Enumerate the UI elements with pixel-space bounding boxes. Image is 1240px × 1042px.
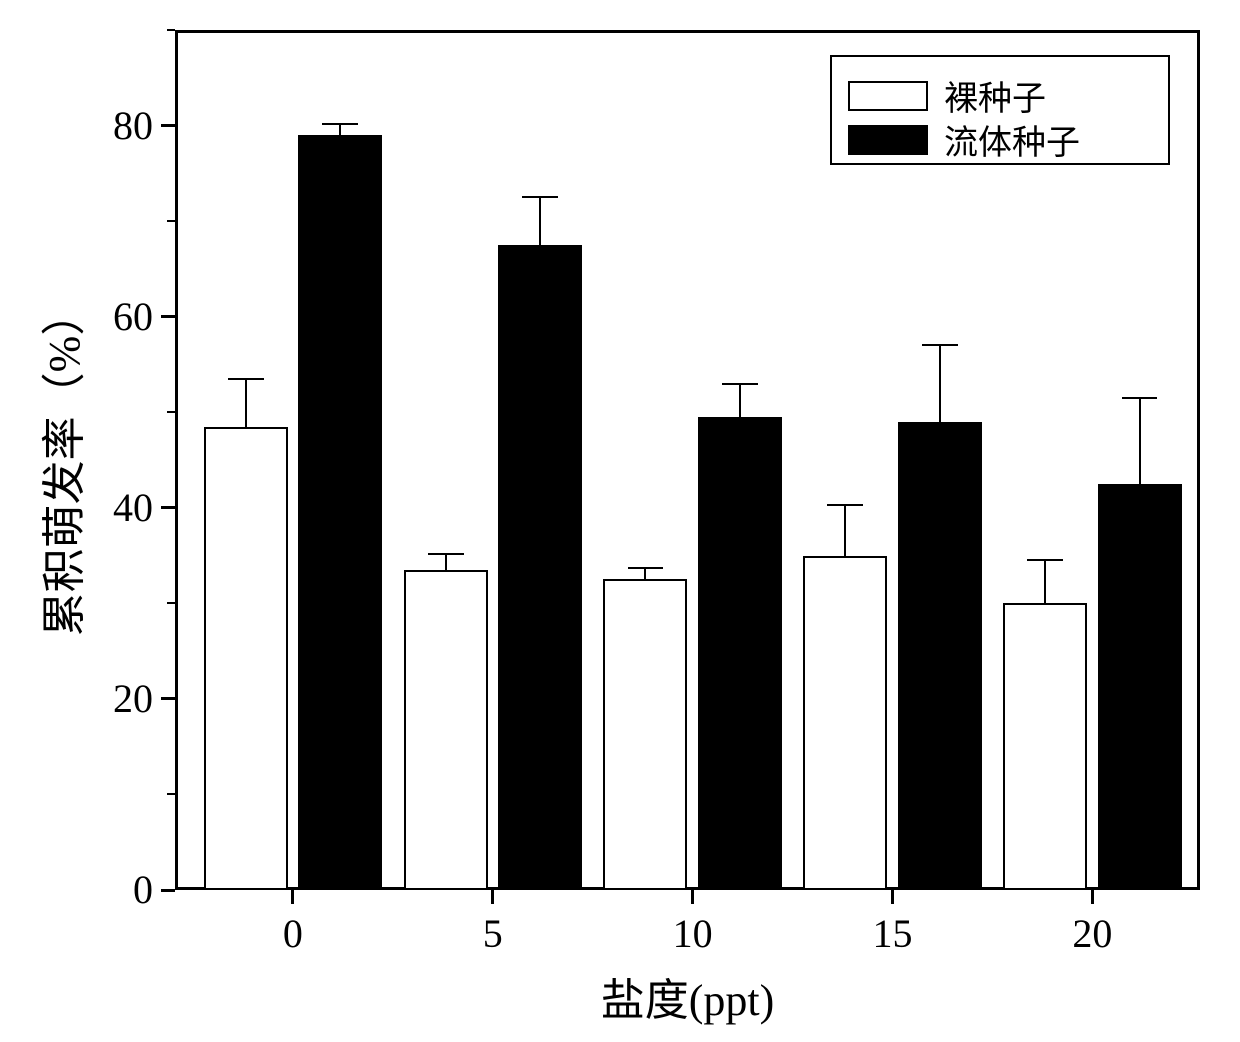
y-tick-label: 60 — [113, 293, 153, 340]
chart-container: 0 20 40 60 80 0 5 10 15 20 累积萌发率（%） 盐度(ppt) 裸种子 流… — [0, 0, 1240, 1042]
y-tick-label: 80 — [113, 102, 153, 149]
error-cap — [428, 553, 464, 555]
error-bar — [539, 197, 541, 245]
x-tick-label: 15 — [853, 910, 933, 957]
y-minor-tick — [167, 29, 175, 31]
bar — [298, 135, 382, 890]
y-tick-label: 0 — [133, 866, 153, 913]
error-bar — [644, 568, 646, 579]
x-tick — [491, 890, 494, 904]
y-tick — [161, 315, 175, 318]
x-tick-label: 10 — [653, 910, 733, 957]
error-bar — [739, 384, 741, 417]
y-tick — [161, 124, 175, 127]
y-tick — [161, 697, 175, 700]
error-bar — [245, 379, 247, 427]
error-cap — [1027, 559, 1063, 561]
bar — [1003, 603, 1087, 890]
y-tick — [161, 506, 175, 509]
legend: 裸种子 流体种子 — [830, 55, 1170, 165]
legend-label-0: 裸种子 — [944, 71, 1046, 120]
y-minor-tick — [167, 602, 175, 604]
legend-swatch-0 — [848, 81, 928, 111]
bar — [803, 556, 887, 890]
bar — [204, 427, 288, 890]
error-cap — [1122, 397, 1158, 399]
y-minor-tick — [167, 220, 175, 222]
x-tick-label: 20 — [1052, 910, 1132, 957]
error-cap — [922, 344, 958, 346]
bar — [404, 570, 488, 890]
legend-swatch-1 — [848, 125, 928, 155]
error-cap — [722, 383, 758, 385]
legend-item-1: 流体种子 — [848, 115, 1080, 164]
x-tick — [691, 890, 694, 904]
error-bar — [1139, 398, 1141, 484]
x-tick — [891, 890, 894, 904]
error-bar — [844, 505, 846, 556]
error-bar — [339, 124, 341, 135]
x-tick — [291, 890, 294, 904]
bar — [898, 422, 982, 890]
error-cap — [827, 504, 863, 506]
x-tick-label: 5 — [453, 910, 533, 957]
bar — [698, 417, 782, 890]
y-minor-tick — [167, 793, 175, 795]
y-tick — [161, 889, 175, 892]
legend-item-0: 裸种子 — [848, 71, 1046, 120]
x-tick-label: 0 — [253, 910, 333, 957]
bar — [603, 579, 687, 890]
legend-label-1: 流体种子 — [944, 115, 1080, 164]
bar — [498, 245, 582, 890]
error-bar — [939, 345, 941, 421]
error-bar — [445, 554, 447, 570]
bar — [1098, 484, 1182, 890]
x-tick — [1091, 890, 1094, 904]
y-tick-label: 40 — [113, 484, 153, 531]
x-axis-title: 盐度(ppt) — [175, 964, 1200, 1028]
y-tick-label: 20 — [113, 675, 153, 722]
y-axis-title: 累积萌发率（%） — [28, 34, 92, 894]
error-cap — [522, 196, 558, 198]
error-bar — [1044, 560, 1046, 603]
error-cap — [628, 567, 664, 569]
y-minor-tick — [167, 411, 175, 413]
error-cap — [228, 378, 264, 380]
error-cap — [322, 123, 358, 125]
